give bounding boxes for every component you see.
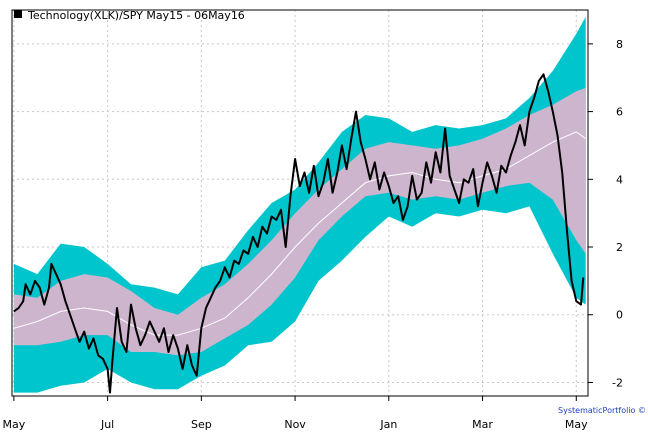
legend-marker <box>14 10 22 18</box>
center-line <box>13 131 586 336</box>
y-tick-label: 2 <box>616 241 623 254</box>
y-tick-label: 6 <box>616 106 623 119</box>
legend: Technology(XLK)/SPY May15 - 06May16 <box>14 9 245 22</box>
x-tick-label: Mar <box>472 418 493 431</box>
x-tick-label: Jul <box>100 418 114 431</box>
outer-band <box>13 16 586 393</box>
x-tick-label: Jan <box>379 418 397 431</box>
x-tick-label: Sep <box>191 418 212 431</box>
x-tick-label: May <box>565 418 588 431</box>
price-line <box>13 73 585 394</box>
y-tick-label: -2 <box>612 376 623 389</box>
footer-credit: SystematicPortfolio © <box>558 406 646 415</box>
y-tick-label: 0 <box>616 309 623 322</box>
legend-label: Technology(XLK)/SPY May15 - 06May16 <box>27 9 245 22</box>
axis-layer: -2 0 2 4 6 8 May Jul Sep Nov Jan Mar May <box>2 9 623 431</box>
y-tick-label: 8 <box>616 38 623 51</box>
plot-frame <box>11 9 589 397</box>
x-tick-label: May <box>2 418 25 431</box>
y-tick-label: 4 <box>616 173 623 186</box>
series-layer <box>13 73 585 394</box>
x-tick-label: Nov <box>284 418 306 431</box>
